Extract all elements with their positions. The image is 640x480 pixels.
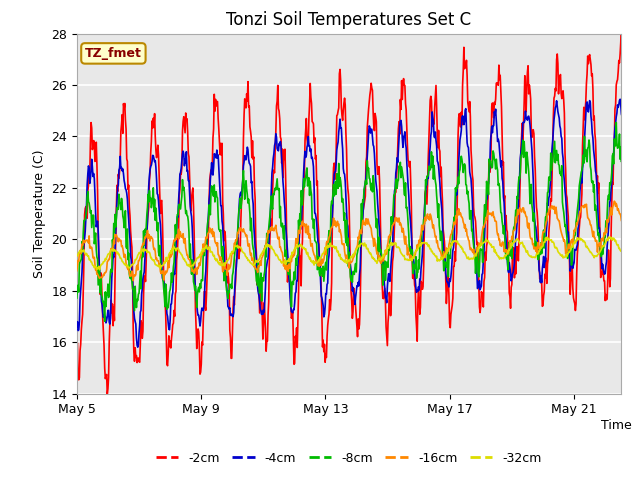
- Legend: -2cm, -4cm, -8cm, -16cm, -32cm: -2cm, -4cm, -8cm, -16cm, -32cm: [151, 447, 547, 469]
- X-axis label: Time: Time: [601, 419, 632, 432]
- Title: Tonzi Soil Temperatures Set C: Tonzi Soil Temperatures Set C: [226, 11, 472, 29]
- Y-axis label: Soil Temperature (C): Soil Temperature (C): [33, 149, 45, 278]
- Text: TZ_fmet: TZ_fmet: [85, 47, 142, 60]
